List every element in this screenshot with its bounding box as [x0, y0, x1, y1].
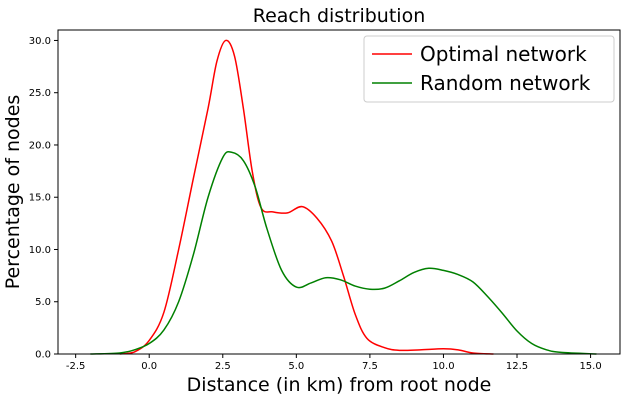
- x-axis-ticks: -2.5 0.0 2.5 5.0 7.5 10.0 12.5 15.0: [66, 354, 602, 372]
- x-tick-label: 15.0: [579, 361, 601, 372]
- y-tick-label: 25.0: [29, 88, 51, 99]
- x-tick-label: -2.5: [66, 361, 86, 372]
- y-tick-label: 10.0: [29, 245, 51, 256]
- legend: Optimal network Random network: [363, 35, 615, 103]
- y-tick-label: 30.0: [29, 36, 51, 47]
- plot-frame: [57, 29, 621, 355]
- y-tick-label: 20.0: [29, 140, 51, 151]
- x-tick-label: 2.5: [215, 361, 231, 372]
- y-tick-label: 5.0: [35, 297, 51, 308]
- x-tick-label: 0.0: [141, 361, 157, 372]
- legend-box: [363, 35, 615, 103]
- y-tick-label: 0.0: [35, 350, 51, 361]
- y-tick-label: 15.0: [29, 193, 51, 204]
- y-axis-label: Percentage of nodes: [2, 95, 24, 290]
- x-tick-label: 7.5: [362, 361, 378, 372]
- chart-title: Reach distribution: [253, 5, 425, 27]
- x-tick-label: 5.0: [288, 361, 304, 372]
- legend-label-optimal: Optimal network: [420, 42, 587, 66]
- legend-label-random: Random network: [420, 71, 591, 95]
- x-tick-label: 10.0: [432, 361, 454, 372]
- y-axis-ticks: 0.0 5.0 10.0 15.0 20.0 25.0 30.0: [29, 36, 58, 361]
- series-line-optimal-network: [119, 39, 494, 355]
- x-tick-label: 12.5: [506, 361, 528, 372]
- plot-area: [90, 39, 597, 355]
- x-axis-label: Distance (in km) from root node: [187, 374, 492, 396]
- series-line-random-network: [90, 150, 597, 355]
